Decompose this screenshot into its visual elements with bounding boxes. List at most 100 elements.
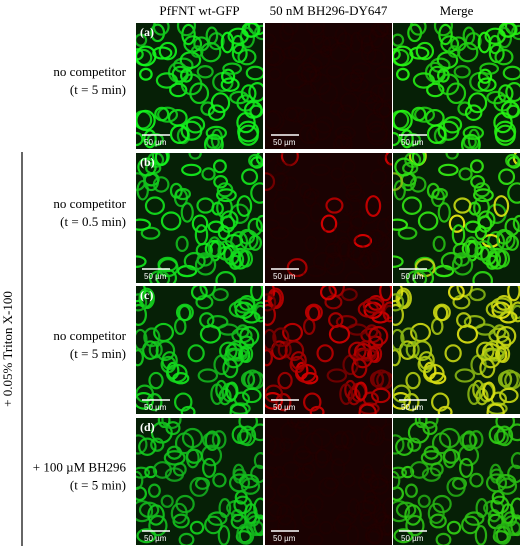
- cell: [377, 153, 392, 168]
- cell: [474, 524, 488, 545]
- cell: [236, 430, 252, 446]
- cell: [265, 255, 276, 268]
- cell: [139, 67, 153, 81]
- cell: [376, 23, 392, 36]
- cell: [281, 176, 299, 193]
- cell: [318, 520, 334, 535]
- cell: [274, 161, 291, 175]
- cell: [368, 325, 389, 347]
- cell: [377, 82, 392, 103]
- cell: [185, 447, 200, 469]
- cell: [287, 41, 307, 61]
- cell: [453, 197, 472, 214]
- cell: [265, 33, 277, 47]
- scale-bar-label: 50 µm: [144, 534, 167, 543]
- cell: [231, 251, 245, 268]
- cell: [226, 340, 249, 360]
- cell: [382, 452, 392, 470]
- cell: [267, 501, 289, 519]
- cell: [358, 403, 377, 414]
- cell: [493, 111, 513, 134]
- cell: [161, 418, 182, 430]
- cell: [364, 530, 381, 544]
- cell: [294, 421, 310, 436]
- cell: [253, 301, 263, 323]
- cell: [448, 214, 466, 233]
- scale-bar-label: 50 µm: [273, 403, 296, 412]
- cell: [280, 153, 299, 167]
- cell: [169, 82, 188, 98]
- cell: [393, 328, 405, 351]
- cell: [265, 384, 284, 403]
- cell: [323, 477, 340, 490]
- cell: [365, 523, 384, 545]
- cell: [432, 235, 446, 253]
- cell: [432, 303, 451, 322]
- cell: [304, 303, 323, 322]
- cell: [185, 116, 206, 134]
- cell: [268, 67, 282, 81]
- cell: [353, 233, 373, 248]
- cell: [464, 104, 483, 121]
- cell: [237, 120, 260, 143]
- cell: [265, 528, 286, 544]
- cell: [429, 372, 447, 385]
- cell: [404, 483, 418, 498]
- cell: [296, 108, 317, 127]
- cell: [255, 214, 263, 232]
- cell: [336, 104, 355, 121]
- cell: [265, 109, 285, 132]
- cell: [379, 156, 392, 169]
- cell: [161, 351, 178, 371]
- cell: [317, 153, 331, 160]
- cell: [488, 251, 502, 268]
- cell: [409, 46, 430, 60]
- cell: [418, 418, 439, 430]
- cell: [401, 465, 415, 479]
- cell: [328, 312, 344, 329]
- cell: [365, 195, 382, 217]
- cell: [143, 327, 161, 348]
- cell: [333, 430, 349, 452]
- cell: [286, 106, 308, 123]
- cell: [324, 242, 343, 259]
- cell: [407, 437, 422, 452]
- cell: [397, 226, 418, 240]
- cell: [239, 325, 260, 347]
- cell: [445, 153, 459, 160]
- cell: [507, 156, 520, 169]
- row-label: (t = 5 min): [70, 346, 126, 361]
- cell: [201, 167, 216, 181]
- cell: [326, 368, 348, 383]
- scale-bar-label: 50 µm: [273, 534, 296, 543]
- cell: [217, 224, 230, 241]
- column-header: Merge: [440, 3, 474, 18]
- cell: [490, 495, 510, 515]
- cell: [160, 211, 182, 231]
- cell: [273, 465, 287, 479]
- cell: [190, 45, 204, 58]
- cell: [464, 511, 485, 526]
- cell: [245, 65, 263, 81]
- cell: [174, 432, 195, 455]
- cell: [367, 474, 389, 489]
- cell: [211, 430, 227, 450]
- scale-bar-label: 50 µm: [401, 272, 424, 281]
- cell: [136, 434, 148, 455]
- cell: [136, 500, 154, 523]
- cell: [440, 251, 463, 271]
- cell: [319, 45, 333, 58]
- cell: [375, 511, 390, 527]
- cell: [486, 90, 506, 105]
- cell: [299, 502, 317, 525]
- cell: [136, 293, 148, 312]
- cell: [469, 472, 484, 488]
- cell: [508, 423, 520, 442]
- cell: [228, 300, 251, 318]
- cell: [157, 106, 179, 123]
- cell: [355, 499, 377, 517]
- cell: [277, 514, 297, 537]
- cell: [393, 293, 405, 312]
- cell: [359, 509, 373, 523]
- cell: [212, 472, 227, 488]
